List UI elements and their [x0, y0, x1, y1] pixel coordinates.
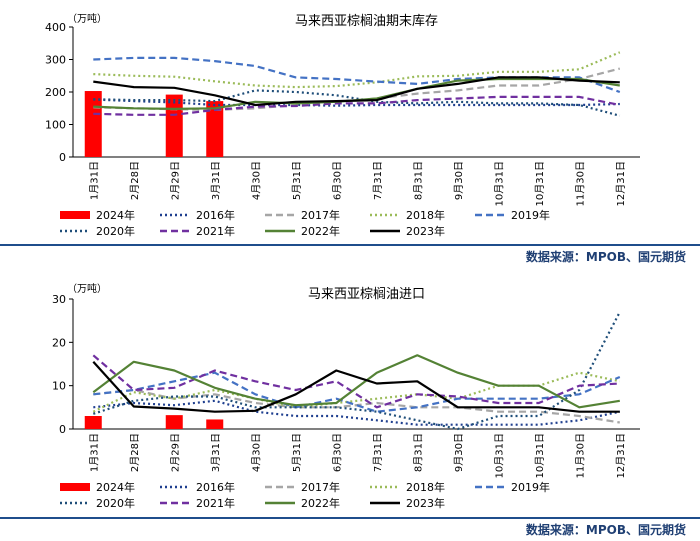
x-tick-label: 11月30日 [574, 161, 586, 206]
x-tick-label: 4月30日 [250, 161, 262, 200]
y-tick-label: 300 [45, 54, 66, 67]
series-line-2018年 [93, 51, 621, 89]
x-tick-label: 11月30日 [574, 433, 586, 478]
legend-label: 2019年 [511, 480, 550, 494]
series-line-2019年 [93, 371, 621, 413]
bar-2024年 [165, 415, 183, 429]
x-tick-label: 2月28日 [129, 161, 141, 200]
legend-label: 2018年 [406, 480, 445, 494]
x-tick-label: 12月31日 [615, 433, 627, 478]
source-label-bottom: 数据来源：MPOB、国元期货 [525, 523, 686, 537]
x-tick-label: 5月31日 [291, 433, 303, 472]
x-tick-label: 7月31日 [372, 433, 384, 472]
bar-2024年 [206, 419, 224, 429]
divider-rule-bottom [0, 517, 700, 519]
y-axis-unit-label: （万吨） [67, 12, 107, 25]
series-line-2023年 [93, 76, 620, 107]
x-tick-label: 6月30日 [331, 433, 343, 472]
chart-title: 马来西亚棕榈油期末库存 [295, 13, 438, 29]
x-tick-label: 7月31日 [372, 161, 384, 200]
legend-label: 2021年 [196, 496, 235, 510]
legend-label: 2017年 [301, 480, 340, 494]
x-tick-label: 12月31日 [615, 161, 627, 206]
y-tick-label: 30 [52, 293, 66, 306]
legend-label: 2021年 [196, 224, 235, 238]
x-tick-label: 9月30日 [453, 433, 465, 472]
series-line-2016年 [93, 399, 621, 426]
divider-rule-top [0, 244, 700, 246]
x-tick-label: 2月29日 [169, 433, 181, 472]
y-tick-label: 100 [45, 119, 66, 132]
y-tick-label: 400 [45, 21, 66, 34]
y-axis-unit-label: （万吨） [67, 282, 107, 295]
legend-label: 2017年 [301, 208, 340, 222]
legend-label: 2016年 [196, 208, 235, 222]
series-line-2022年 [92, 354, 620, 409]
x-tick-label: 2月28日 [129, 433, 141, 472]
legend-swatch [60, 211, 90, 219]
x-tick-label: 10月31日 [534, 433, 546, 478]
legend-label: 2023年 [406, 496, 445, 510]
x-tick-label: 9月30日 [453, 161, 465, 200]
x-tick-label: 10月31日 [493, 161, 505, 206]
x-tick-label: 3月31日 [210, 161, 222, 200]
y-tick-label: 0 [59, 151, 66, 164]
legend-label: 2022年 [301, 496, 340, 510]
series-line-2021年 [92, 354, 620, 409]
chart-1: 马来西亚棕榈油期末库存 （万吨） 0 100 200 300 400 1月31日 2月28日 2月… [45, 12, 640, 238]
legend-label: 2022年 [301, 224, 340, 238]
series-line-2017年 [93, 388, 620, 424]
legend-label: 2024年 [96, 480, 135, 494]
legend-label: 2023年 [406, 224, 445, 238]
x-tick-label: 1月31日 [88, 433, 100, 472]
y-tick-label: 200 [45, 86, 66, 99]
y-tick-label: 0 [59, 423, 66, 436]
series-line-2020年 [92, 311, 621, 431]
x-tick-label: 3月31日 [210, 433, 222, 472]
series-line-2023年 [92, 361, 620, 413]
legend-label: 2018年 [406, 208, 445, 222]
series-line-2018年 [92, 371, 621, 413]
bar-2024年 [84, 91, 102, 157]
legend-label: 2020年 [96, 224, 135, 238]
y-tick-label: 20 [52, 336, 66, 349]
x-tick-label: 2月29日 [169, 161, 181, 200]
legend-label: 2016年 [196, 480, 235, 494]
bar-2024年 [165, 94, 183, 157]
x-tick-label: 6月30日 [331, 161, 343, 200]
legend-label: 2019年 [511, 208, 550, 222]
source-label-top: 数据来源：MPOB、国元期货 [525, 250, 686, 264]
chart-2: 马来西亚棕榈油进口 （万吨） 0 10 20 30 1月31日 2月28日 2月29日 3月31日… [52, 282, 640, 510]
y-tick-label: 10 [52, 380, 66, 393]
x-tick-label: 8月31日 [412, 433, 424, 472]
legend-label: 2024年 [96, 208, 135, 222]
chart-title: 马来西亚棕榈油进口 [308, 287, 425, 302]
x-tick-label: 10月31日 [493, 433, 505, 478]
bar-2024年 [206, 101, 224, 157]
legend-swatch [60, 483, 90, 491]
x-tick-label: 1月31日 [88, 161, 100, 200]
legend-label: 2020年 [96, 496, 135, 510]
bar-2024年 [84, 416, 102, 429]
series-line-2020年 [93, 89, 621, 117]
x-tick-label: 5月31日 [291, 161, 303, 200]
x-tick-label: 10月31日 [534, 161, 546, 206]
x-tick-label: 8月31日 [412, 161, 424, 200]
x-tick-label: 4月30日 [250, 433, 262, 472]
